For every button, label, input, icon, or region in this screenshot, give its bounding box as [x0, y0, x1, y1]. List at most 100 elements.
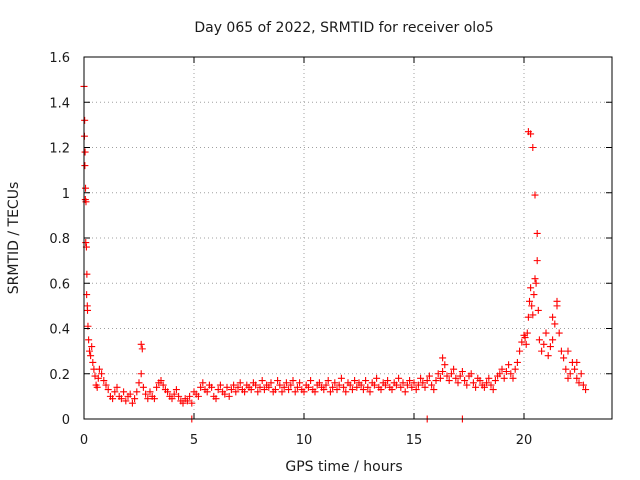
- data-point: [256, 383, 264, 391]
- data-point: [179, 399, 187, 407]
- data-point: [188, 399, 196, 407]
- data-point: [507, 370, 515, 378]
- data-point: [467, 370, 475, 378]
- data-point: [575, 379, 583, 387]
- data-point: [408, 383, 416, 391]
- data-point: [168, 395, 176, 403]
- data-point: [94, 374, 102, 382]
- data-point: [412, 386, 420, 394]
- data-point: [172, 386, 180, 394]
- data-point: [529, 311, 537, 319]
- data-point: [528, 302, 536, 310]
- data-point: [425, 372, 433, 380]
- data-point: [395, 374, 403, 382]
- data-point: [137, 340, 145, 348]
- data-point: [423, 377, 431, 385]
- data-point: [560, 354, 568, 362]
- data-point: [258, 377, 266, 385]
- data-point: [381, 381, 389, 389]
- data-point: [315, 379, 323, 387]
- data-point: [487, 381, 495, 389]
- data-point: [153, 383, 161, 391]
- data-point: [320, 386, 328, 394]
- x-tick-label: 15: [406, 433, 423, 448]
- data-point: [138, 345, 146, 353]
- data-point: [489, 386, 497, 394]
- data-point: [135, 379, 143, 387]
- data-point: [223, 383, 231, 391]
- data-point: [366, 388, 374, 396]
- data-point: [307, 377, 315, 385]
- data-point: [392, 381, 400, 389]
- data-point: [324, 377, 332, 385]
- x-tick-label: 10: [296, 433, 313, 448]
- data-point: [454, 379, 462, 387]
- data-point: [513, 358, 521, 366]
- y-tick-labels: 0 0.2 0.4 0.6 0.8 1 1.2 1.4 1.6: [49, 51, 70, 428]
- data-point: [533, 257, 541, 265]
- data-point: [551, 320, 559, 328]
- data-point: [164, 388, 172, 396]
- data-point: [81, 148, 89, 156]
- data-point: [208, 383, 216, 391]
- data-point: [373, 374, 381, 382]
- data-point: [527, 130, 535, 138]
- data-point: [527, 284, 535, 292]
- data-point: [370, 381, 378, 389]
- data-point: [498, 365, 506, 373]
- y-tick-label: 1.4: [49, 96, 70, 111]
- data-point: [417, 374, 425, 382]
- data-point: [384, 377, 392, 385]
- data-point: [421, 383, 429, 391]
- x-tick-labels: 0 5 10 15 20: [80, 433, 532, 448]
- y-tick-label: 1.2: [49, 142, 70, 157]
- data-point: [236, 379, 244, 387]
- data-point: [109, 395, 117, 403]
- data-point: [87, 352, 95, 360]
- data-point: [287, 381, 295, 389]
- data-point: [329, 383, 337, 391]
- data-point: [265, 383, 273, 391]
- data-point: [573, 358, 581, 366]
- data-point: [102, 381, 110, 389]
- data-point: [532, 279, 540, 287]
- data-point: [203, 388, 211, 396]
- data-point: [260, 386, 268, 394]
- data-point: [340, 383, 348, 391]
- y-tick-label: 0.4: [49, 323, 70, 338]
- data-point: [83, 270, 91, 278]
- data-point: [483, 379, 491, 387]
- data-point: [480, 383, 488, 391]
- data-point: [496, 370, 504, 378]
- data-point: [571, 365, 579, 373]
- y-tick-label: 1.6: [49, 51, 70, 66]
- data-point: [150, 395, 158, 403]
- data-point: [564, 347, 572, 355]
- data-point: [247, 386, 255, 394]
- data-point: [511, 365, 519, 373]
- data-point: [436, 374, 444, 382]
- x-tick-label: 5: [190, 433, 198, 448]
- data-point: [111, 388, 119, 396]
- data-point: [216, 381, 224, 389]
- data-point: [95, 365, 103, 373]
- data-point: [120, 388, 128, 396]
- data-point: [348, 386, 356, 394]
- data-point: [104, 386, 112, 394]
- data-point: [282, 379, 290, 387]
- data-point: [461, 377, 469, 385]
- data-point: [331, 379, 339, 387]
- data-point: [582, 386, 590, 394]
- data-point: [274, 377, 282, 385]
- data-point: [441, 361, 449, 369]
- data-point: [439, 354, 447, 362]
- data-point: [232, 388, 240, 396]
- data-point: [509, 374, 517, 382]
- data-point: [85, 336, 93, 344]
- data-point: [399, 379, 407, 387]
- grid-lines: [84, 57, 612, 419]
- data-point: [406, 377, 414, 385]
- data-point: [278, 388, 286, 396]
- data-point: [126, 390, 134, 398]
- data-point: [463, 381, 471, 389]
